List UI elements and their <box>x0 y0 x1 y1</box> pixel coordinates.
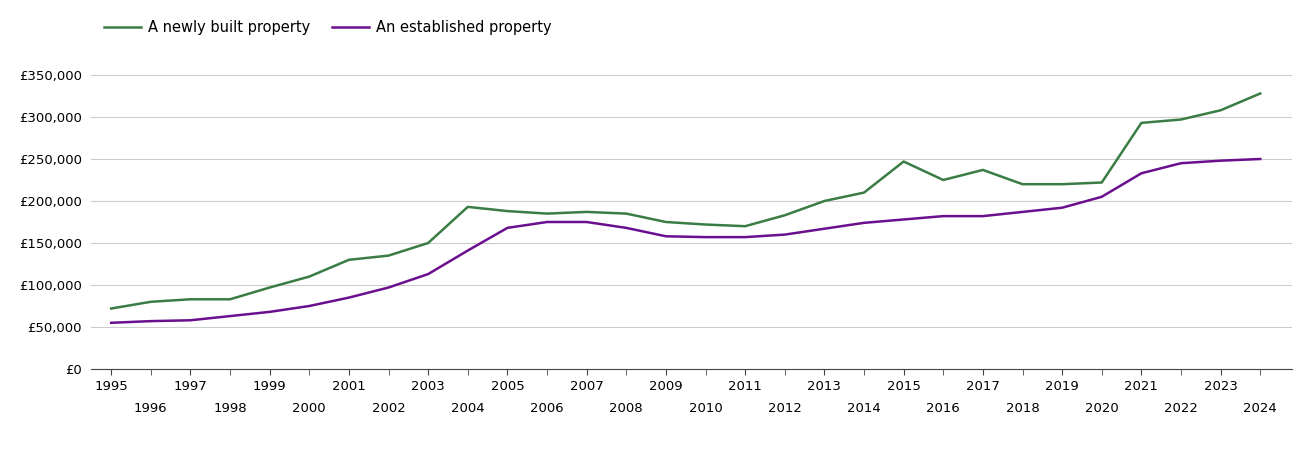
An established property <box>420 271 436 277</box>
An established property <box>817 226 833 231</box>
A newly built property <box>698 222 714 227</box>
A newly built property <box>222 297 238 302</box>
An established property <box>301 303 317 309</box>
An established property <box>222 313 238 319</box>
An established property <box>500 225 515 230</box>
A newly built property <box>1173 117 1189 122</box>
A newly built property <box>975 167 990 173</box>
An established property <box>895 217 911 222</box>
A newly built property <box>1094 180 1109 185</box>
An established property <box>1094 194 1109 199</box>
An established property <box>737 234 753 240</box>
A newly built property <box>301 274 317 279</box>
A newly built property <box>1054 181 1070 187</box>
A newly built property <box>144 299 159 305</box>
An established property <box>103 320 119 325</box>
Line: An established property: An established property <box>111 159 1261 323</box>
Line: A newly built property: A newly built property <box>111 94 1261 309</box>
A newly built property <box>500 208 515 214</box>
An established property <box>144 319 159 324</box>
An established property <box>341 295 356 300</box>
A newly built property <box>1253 91 1268 96</box>
An established property <box>579 219 595 225</box>
A newly built property <box>817 198 833 204</box>
An established property <box>658 234 673 239</box>
A newly built property <box>856 190 872 195</box>
An established property <box>539 219 555 225</box>
An established property <box>262 309 278 315</box>
A newly built property <box>776 212 792 218</box>
A newly built property <box>1015 181 1031 187</box>
An established property <box>619 225 634 230</box>
A newly built property <box>658 219 673 225</box>
A newly built property <box>1134 120 1150 126</box>
A newly built property <box>262 285 278 290</box>
An established property <box>1134 171 1150 176</box>
A newly built property <box>381 253 397 258</box>
An established property <box>381 285 397 290</box>
An established property <box>1212 158 1228 163</box>
An established property <box>698 234 714 240</box>
A newly built property <box>103 306 119 311</box>
An established property <box>936 213 951 219</box>
An established property <box>1253 156 1268 162</box>
An established property <box>1054 205 1070 211</box>
A newly built property <box>619 211 634 216</box>
An established property <box>1173 161 1189 166</box>
An established property <box>459 248 475 253</box>
A newly built property <box>183 297 198 302</box>
A newly built property <box>1212 108 1228 113</box>
An established property <box>975 213 990 219</box>
An established property <box>1015 209 1031 215</box>
An established property <box>183 318 198 323</box>
Legend: A newly built property, An established property: A newly built property, An established p… <box>99 14 557 40</box>
A newly built property <box>420 240 436 246</box>
A newly built property <box>737 224 753 229</box>
An established property <box>776 232 792 237</box>
A newly built property <box>579 209 595 215</box>
A newly built property <box>895 159 911 164</box>
A newly built property <box>341 257 356 262</box>
A newly built property <box>936 177 951 183</box>
A newly built property <box>539 211 555 216</box>
A newly built property <box>459 204 475 210</box>
An established property <box>856 220 872 225</box>
